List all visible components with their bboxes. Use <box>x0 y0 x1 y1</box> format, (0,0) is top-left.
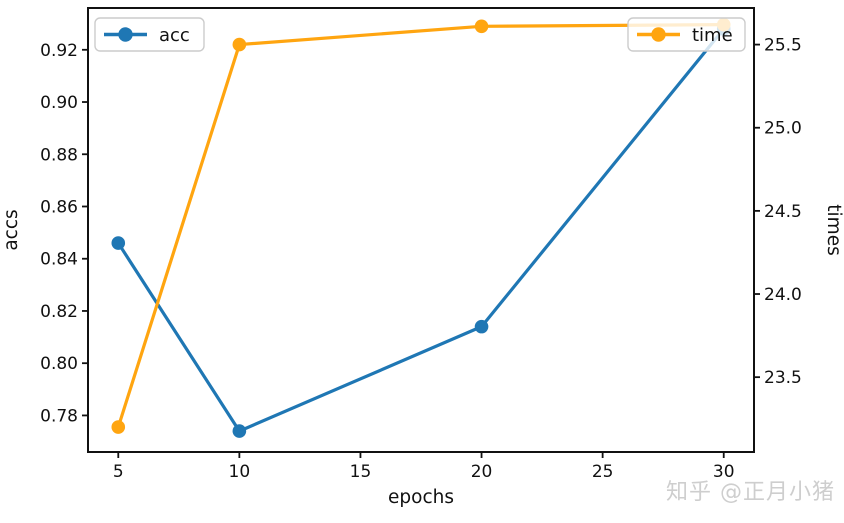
x-tick-label: 25 <box>592 462 614 482</box>
x-tick-label: 5 <box>113 462 124 482</box>
time-data-point <box>474 19 489 34</box>
y-left-tick-label: 0.88 <box>40 145 78 165</box>
y-right-tick-label: 23.5 <box>764 368 802 388</box>
y-left-tick-label: 0.82 <box>40 302 78 322</box>
y-axis-right: 23.5 24.0 24.5 25.0 25.5 times <box>754 36 844 388</box>
legend-label: time <box>692 25 733 46</box>
time-data-point <box>232 37 247 52</box>
y-right-tick-label: 24.0 <box>764 285 802 305</box>
y-right-tick-label: 25.0 <box>764 119 802 139</box>
y-left-tick-label: 0.84 <box>40 250 78 270</box>
acc-data-point <box>474 319 489 334</box>
plot-frame <box>87 7 755 453</box>
legend-time: time <box>627 17 746 52</box>
time-line-series <box>111 17 731 434</box>
x-tick-label: 10 <box>229 462 251 482</box>
legend-marker-sample <box>118 27 133 42</box>
y-right-tick-label: 25.5 <box>764 36 802 56</box>
legend-marker-sample <box>651 27 666 42</box>
y-right-tick-label: 24.5 <box>764 202 802 222</box>
legend-acc: acc <box>94 17 205 52</box>
x-tick-label: 30 <box>713 462 735 482</box>
y-right-axis-label: times <box>823 204 844 255</box>
y-left-tick-label: 0.90 <box>40 93 78 113</box>
acc-line-series <box>111 22 731 438</box>
x-tick-label: 15 <box>350 462 372 482</box>
y-left-tick-label: 0.80 <box>40 354 78 374</box>
legend-label: acc <box>159 25 190 46</box>
y-left-tick-label: 0.78 <box>40 406 78 426</box>
y-left-axis-label: accs <box>1 209 22 250</box>
y-left-tick-label: 0.92 <box>40 41 78 61</box>
acc-data-point <box>232 424 247 438</box>
x-axis: 5 10 15 20 25 30 epochs <box>113 452 735 508</box>
y-left-tick-label: 0.86 <box>40 197 78 217</box>
acc-data-point <box>111 236 126 250</box>
y-axis-left: 0.78 0.80 0.82 0.84 0.86 0.88 0.90 0.92 accs <box>1 41 88 426</box>
x-axis-label: epochs <box>388 487 454 508</box>
time-data-point <box>111 420 126 434</box>
x-tick-label: 20 <box>471 462 493 482</box>
